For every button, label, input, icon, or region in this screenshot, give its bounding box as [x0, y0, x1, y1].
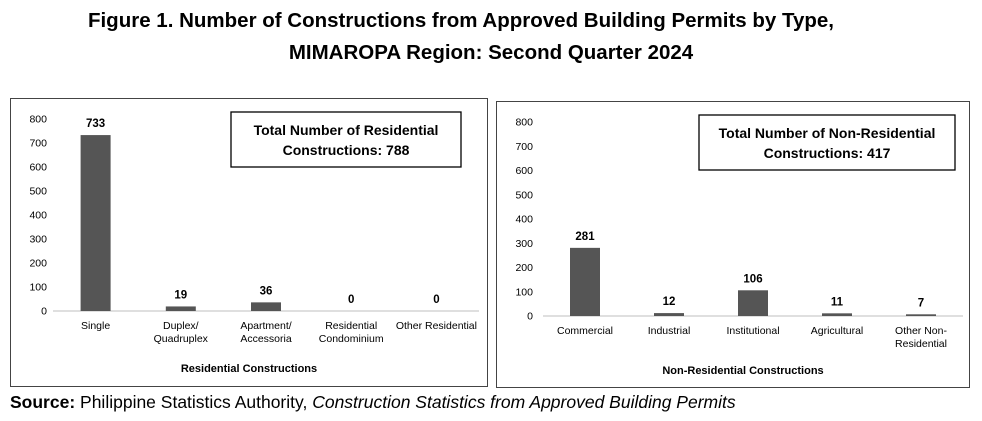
- y-tick-label: 300: [515, 238, 533, 250]
- source-org: Philippine Statistics Authority,: [80, 392, 308, 412]
- y-tick-label: 800: [515, 117, 533, 129]
- y-tick-label: 500: [29, 186, 47, 198]
- y-tick-label: 0: [41, 306, 47, 318]
- x-tick-label: Commercial: [557, 325, 613, 337]
- y-tick-label: 500: [515, 189, 533, 201]
- y-tick-label: 700: [29, 138, 47, 150]
- y-tick-label: 0: [527, 311, 533, 323]
- total-annotation-text: Total Number of Residential: [254, 122, 439, 138]
- x-tick-label: Duplex/Quadruplex: [154, 320, 209, 345]
- x-axis-title: Residential Constructions: [181, 363, 317, 375]
- source-note: Source: Philippine Statistics Authority,…: [10, 392, 736, 413]
- total-annotation-box: [230, 111, 462, 168]
- bar: [906, 314, 936, 316]
- y-tick-label: 600: [29, 162, 47, 174]
- y-tick-label: 800: [29, 114, 47, 126]
- figure-title-line-1: Figure 1. Number of Constructions from A…: [87, 9, 835, 32]
- y-tick-label: 300: [29, 234, 47, 246]
- total-annotation-box: [698, 114, 956, 171]
- data-label: 7: [918, 297, 924, 309]
- data-label: 281: [575, 231, 595, 243]
- x-axis-title: Non-Residential Constructions: [662, 365, 823, 377]
- y-tick-label: 600: [515, 165, 533, 177]
- bar: [570, 247, 600, 316]
- bar: [822, 313, 852, 316]
- data-label: 11: [831, 296, 844, 308]
- x-tick-label: Residential Condominium: [319, 320, 384, 345]
- data-label: 36: [260, 285, 273, 297]
- non-residential-chart: 0 100 200 300 400 500 600 700 800 281 Commercial 12…: [515, 114, 963, 377]
- total-annotation-text: Constructions: 417: [764, 145, 891, 161]
- x-tick-label: Institutional: [726, 325, 779, 337]
- bar: [80, 135, 111, 311]
- total-annotation-text: Constructions: 788: [283, 142, 410, 158]
- data-label: 0: [348, 294, 354, 306]
- y-tick-label: 200: [29, 258, 47, 270]
- source-publication: Construction Statistics from Approved Bu…: [312, 392, 736, 412]
- data-label: 733: [86, 118, 105, 130]
- x-tick-label: Apartment/Accessoria: [240, 320, 292, 345]
- source-label: Source:: [10, 392, 76, 412]
- data-label: 19: [174, 289, 187, 301]
- x-tick-label: Other Non-Residential: [895, 325, 947, 350]
- y-tick-label: 400: [29, 210, 47, 222]
- bar: [654, 313, 684, 316]
- x-tick-label: Agricultural: [811, 325, 864, 337]
- data-label: 12: [663, 296, 676, 308]
- residential-chart: 0 100 200 300 400 500 600 700 800 733 Single 19 Dupl…: [29, 111, 479, 375]
- bar: [738, 290, 768, 316]
- non-residential-chart-panel: 0 100 200 300 400 500 600 700 800 281 Commercial 12…: [496, 101, 970, 388]
- x-tick-label: Other Residential: [396, 320, 477, 332]
- y-tick-label: 700: [515, 141, 533, 153]
- y-tick-label: 100: [515, 286, 533, 298]
- x-tick-label: Single: [81, 320, 110, 332]
- y-tick-label: 100: [29, 282, 47, 294]
- figure-title-line-2: MIMAROPA Region: Second Quarter 2024: [288, 41, 694, 64]
- x-tick-label: Industrial: [648, 325, 691, 337]
- y-tick-label: 400: [515, 214, 533, 226]
- bar: [251, 302, 281, 311]
- bar: [165, 306, 196, 311]
- residential-chart-panel: 0 100 200 300 400 500 600 700 800 733 Single 19 Dupl…: [10, 98, 488, 387]
- y-tick-label: 200: [515, 262, 533, 274]
- data-label: 0: [433, 294, 439, 306]
- total-annotation-text: Total Number of Non-Residential: [719, 125, 936, 141]
- data-label: 106: [743, 273, 762, 285]
